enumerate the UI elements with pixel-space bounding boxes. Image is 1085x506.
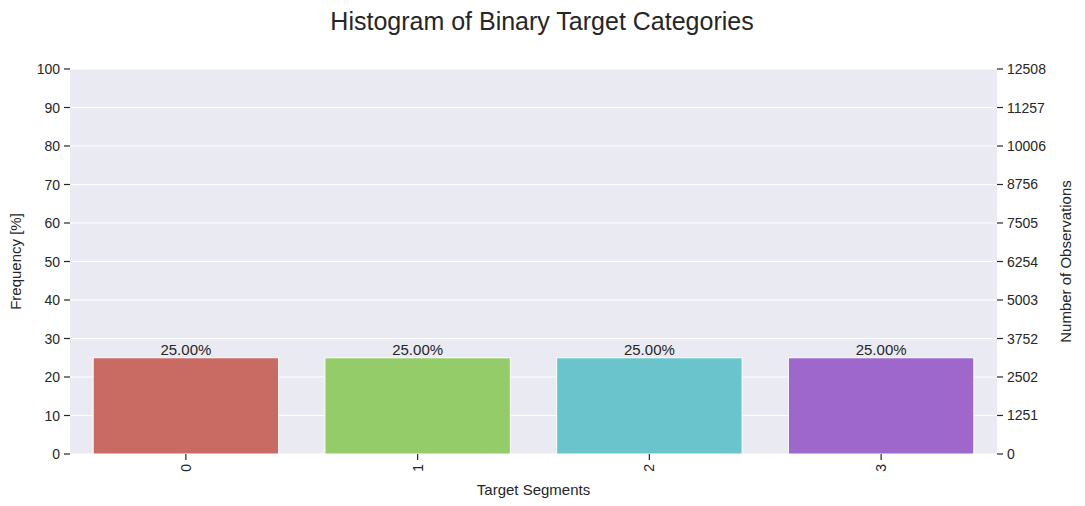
y-tick-label: 70	[44, 177, 60, 193]
y-axis-label: Frequency [%]	[7, 213, 24, 310]
y2-tick-label: 5003	[1007, 292, 1038, 308]
y2-tick	[997, 184, 1003, 185]
grid-line	[70, 184, 997, 185]
y-tick-label: 40	[44, 292, 60, 308]
grid-line	[70, 261, 997, 262]
y2-tick	[997, 107, 1003, 108]
y-tick	[64, 453, 70, 454]
y2-tick-label: 0	[1007, 446, 1015, 462]
y-tick-label: 20	[44, 369, 60, 385]
grid-line	[70, 338, 997, 339]
y2-tick	[997, 415, 1003, 416]
y2-tick-label: 11257	[1007, 100, 1045, 116]
y2-tick	[997, 68, 1003, 69]
y-tick	[64, 68, 70, 69]
y2-tick-label: 10006	[1007, 138, 1046, 154]
y2-tick	[997, 299, 1003, 300]
y2-tick-label: 2502	[1007, 369, 1038, 385]
x-axis-label: Target Segments	[477, 481, 590, 498]
y-tick-label: 90	[44, 100, 60, 116]
data-label: 25.00%	[392, 341, 443, 358]
title: Histogram of Binary Target Categories	[330, 7, 753, 35]
bar	[325, 358, 510, 454]
bars	[93, 358, 974, 454]
y2-tick	[997, 376, 1003, 377]
x-tick	[881, 454, 882, 460]
grid-line	[70, 222, 997, 223]
y-tick-label: 30	[44, 331, 60, 347]
grid-line	[70, 145, 997, 146]
y2-tick	[997, 222, 1003, 223]
y2-tick-label: 8756	[1007, 176, 1038, 192]
chart: 0102030405060708090100012512502375250036…	[0, 0, 1085, 506]
y2-tick-label: 3752	[1007, 331, 1038, 347]
data-label: 25.00%	[856, 341, 907, 358]
y2-axis-label: Number of Observations	[1057, 180, 1074, 343]
data-label: 25.00%	[160, 341, 211, 358]
y-tick	[64, 376, 70, 377]
y-tick	[64, 338, 70, 339]
y2-tick	[997, 338, 1003, 339]
y2-tick-label: 12508	[1007, 61, 1046, 77]
y-tick	[64, 299, 70, 300]
y-tick-label: 60	[44, 215, 60, 231]
x-tick-label: 2	[641, 464, 657, 472]
y-tick	[64, 184, 70, 185]
y-tick-label: 10	[44, 408, 60, 424]
y-tick	[64, 415, 70, 416]
plot-background	[70, 69, 997, 454]
y-tick-label: 0	[52, 446, 60, 462]
y2-tick-label: 7505	[1007, 215, 1038, 231]
y-tick-label: 100	[37, 61, 61, 77]
bar	[93, 358, 278, 454]
grid-line	[70, 68, 997, 69]
grid-line	[70, 299, 997, 300]
y2-tick-label: 1251	[1007, 407, 1038, 423]
x-tick-label: 1	[410, 464, 426, 472]
x-tick-label: 0	[178, 464, 194, 472]
y-tick-label: 80	[44, 138, 60, 154]
x-tick	[649, 454, 650, 460]
y2-tick	[997, 145, 1003, 146]
grid-line	[70, 107, 997, 108]
y-tick	[64, 261, 70, 262]
y-tick	[64, 107, 70, 108]
x-tick-label: 3	[873, 464, 889, 472]
y-tick-label: 50	[44, 254, 60, 270]
y2-tick	[997, 261, 1003, 262]
y2-tick	[997, 453, 1003, 454]
y-tick	[64, 145, 70, 146]
bar	[557, 358, 742, 454]
data-label: 25.00%	[624, 341, 675, 358]
x-tick	[185, 454, 186, 460]
y-tick	[64, 222, 70, 223]
bar	[788, 358, 973, 454]
x-tick	[417, 454, 418, 460]
y2-tick-label: 6254	[1007, 254, 1038, 270]
